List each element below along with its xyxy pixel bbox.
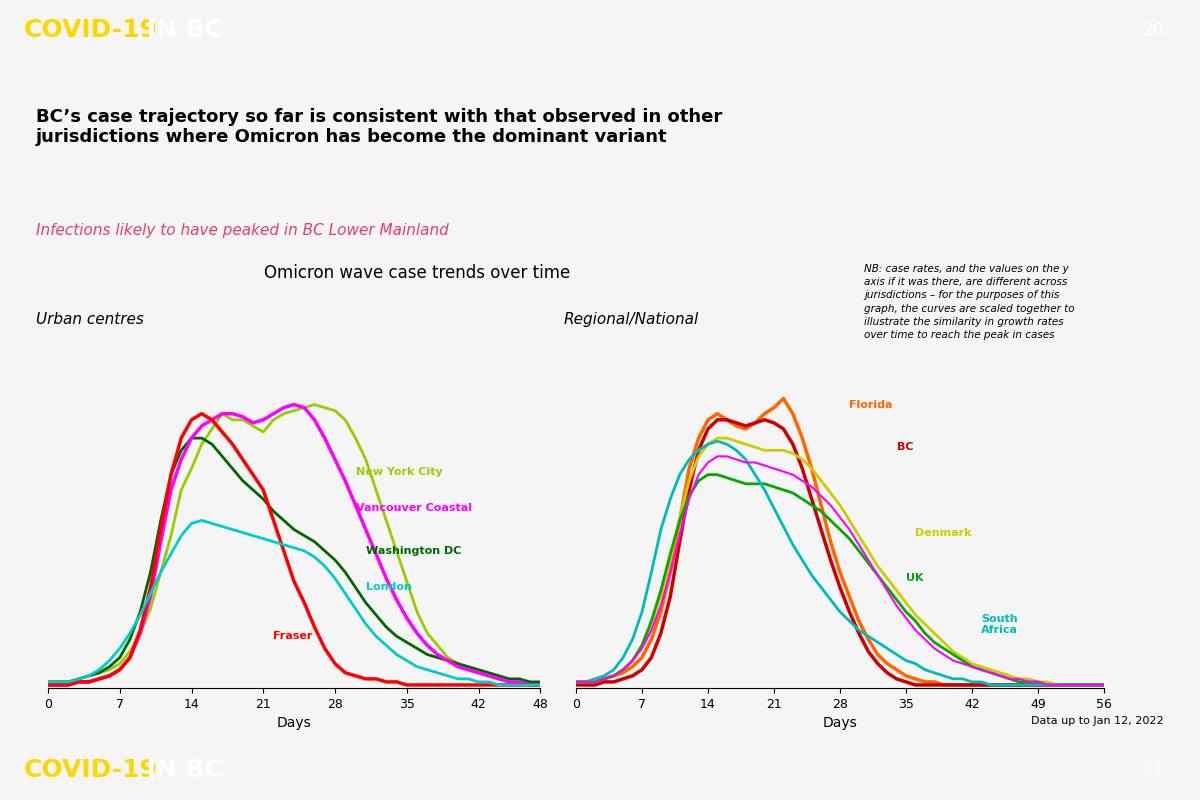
Text: South
Africa: South Africa	[982, 614, 1019, 635]
Text: COVID-19: COVID-19	[24, 758, 158, 782]
Text: IN BC: IN BC	[138, 18, 223, 42]
Text: Florida: Florida	[850, 400, 893, 410]
Text: BC’s case trajectory so far is consistent with that observed in other
jurisdicti: BC’s case trajectory so far is consisten…	[36, 108, 722, 146]
Text: IN BC: IN BC	[138, 758, 223, 782]
X-axis label: Days: Days	[277, 716, 311, 730]
Text: Washington DC: Washington DC	[366, 546, 461, 556]
Text: Regional/National: Regional/National	[564, 312, 700, 326]
X-axis label: Days: Days	[823, 716, 857, 730]
Text: Omicron wave case trends over time: Omicron wave case trends over time	[264, 264, 570, 282]
Text: Fraser: Fraser	[274, 631, 313, 642]
Text: Urban centres: Urban centres	[36, 312, 144, 326]
Text: NB: case rates, and the values on the y
axis if it was there, are different acro: NB: case rates, and the values on the y …	[864, 264, 1075, 340]
Text: 21: 21	[1142, 761, 1164, 779]
Text: BC: BC	[896, 442, 913, 452]
Text: 20: 20	[1142, 21, 1164, 39]
Text: New York City: New York City	[355, 466, 442, 477]
Text: Data up to Jan 12, 2022: Data up to Jan 12, 2022	[1031, 717, 1164, 726]
Text: Infections likely to have peaked in BC Lower Mainland: Infections likely to have peaked in BC L…	[36, 223, 449, 238]
Text: COVID-19: COVID-19	[24, 18, 158, 42]
Text: London: London	[366, 582, 412, 593]
Text: Vancouver Coastal: Vancouver Coastal	[355, 503, 472, 514]
Text: Denmark: Denmark	[916, 528, 972, 538]
Text: UK: UK	[906, 574, 924, 583]
